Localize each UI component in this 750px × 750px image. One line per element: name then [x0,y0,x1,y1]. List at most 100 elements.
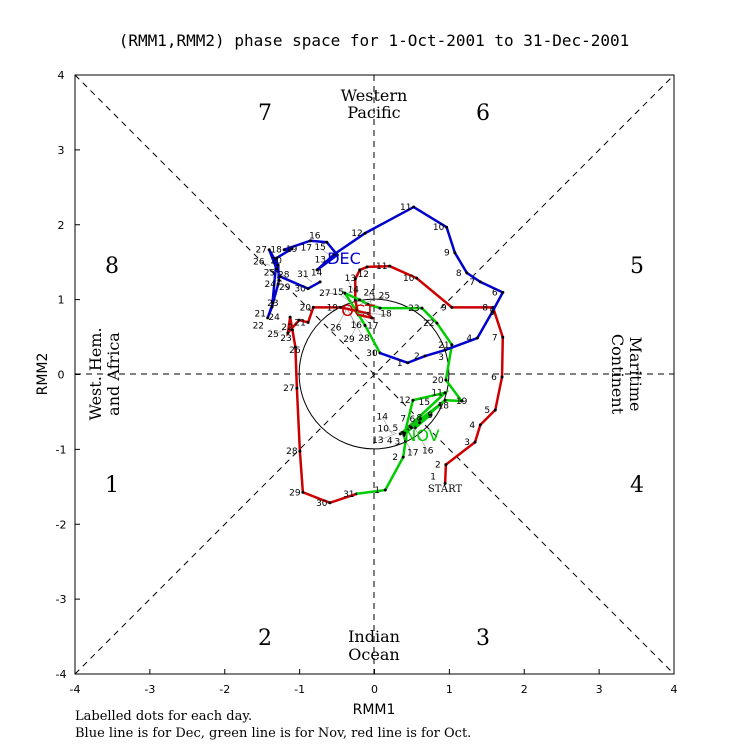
day-label: 7 [492,333,498,343]
day-dot [501,335,505,339]
day-dot [445,225,449,229]
region-label-bottom: Indian [348,627,400,646]
day-label-leader [337,292,348,301]
day-label: 6 [410,415,416,425]
day-dot [358,298,362,302]
day-label: 3 [395,437,401,447]
day-dot [366,311,370,315]
month-label-oct: OCT [341,301,375,320]
day-label: 6 [492,288,498,298]
day-dot [275,256,279,260]
day-label: 27 [319,289,330,299]
day-dot [450,305,454,309]
phase-label-1: 1 [105,473,119,498]
day-label: 2 [392,453,398,463]
day-label-leader [319,247,330,256]
day-label: 12 [399,396,410,406]
day-label: 3 [464,438,470,448]
day-dot [435,321,439,325]
x-tick-label: 3 [596,683,603,696]
unit-circle [298,298,450,450]
day-label: 18 [438,401,450,411]
day-dot [325,240,329,244]
day-label: 16 [422,446,434,456]
footer-note: Labelled dots for each day. [75,709,252,724]
day-label: 16 [309,231,321,241]
day-dot [277,278,281,282]
day-dot [398,432,402,436]
day-label-leader [411,422,429,452]
y-tick-label: -3 [56,593,67,606]
day-dot [295,386,299,390]
day-dot [288,315,292,319]
day-label-leader [272,329,285,336]
region-label-right: Continent [608,334,627,415]
day-label: 11 [400,203,411,213]
lines-layer [74,74,675,675]
day-dot [278,275,282,279]
x-tick-label: 0 [371,683,378,696]
day-dot [401,455,405,459]
day-dot [420,306,424,310]
day-label-leader [399,430,413,454]
day-label: 13 [314,255,325,265]
day-label: 11 [431,389,442,399]
x-tick-label: -4 [70,683,81,696]
y-tick-label: -1 [56,443,67,456]
day-dot [378,306,382,310]
day-dot [406,428,410,432]
day-label: 1 [374,486,380,496]
day-dot [276,263,280,267]
day-label: 5 [484,406,490,416]
day-label: 24 [268,313,280,323]
region-label-bottom: Ocean [348,645,399,664]
day-label: 6 [491,373,497,383]
day-label: 23 [280,334,291,344]
day-label: 13 [372,436,383,446]
day-label: 3 [438,353,444,363]
day-label: 24 [264,280,276,290]
day-label: 19 [286,245,298,255]
day-label: 12 [358,270,369,280]
day-label: 17 [367,322,378,332]
day-label: 7 [400,415,406,425]
day-dot [428,413,432,417]
region-label-top: Western [341,86,408,105]
day-label-leader [348,325,358,341]
day-dot [270,305,274,309]
day-dot [383,488,387,492]
day-label: 19 [456,397,468,407]
day-dot [266,316,270,320]
day-label: 26 [253,257,265,267]
day-label: 28 [286,447,298,457]
day-label: 4 [469,421,475,431]
day-dot [408,424,412,428]
chart-title: (RMM1,RMM2) phase space for 1-Oct-2001 t… [119,31,630,50]
y-axis-label: RMM2 [35,353,51,396]
day-label: 22 [423,319,434,329]
day-label: 18 [380,309,392,319]
day-dot [443,391,447,395]
day-dot [290,328,294,332]
day-dot [388,264,392,268]
day-label: 5 [489,308,495,318]
day-dot [444,463,448,467]
day-dot [418,417,422,421]
day-dot [450,343,454,347]
day-label: 25 [267,330,278,340]
y-tick-label: 0 [58,369,65,382]
day-dot [332,252,336,256]
day-label-leader [359,296,385,305]
day-label: 2 [435,461,441,471]
day-dot [311,305,315,309]
day-dot [301,490,305,494]
day-dot [297,318,301,322]
day-dot [353,277,357,281]
day-dot [411,398,415,402]
phase-label-4: 4 [630,473,644,498]
day-label: 9 [427,411,433,421]
y-tick-label: 3 [58,144,65,157]
region-label-left: and Africa [104,332,123,416]
day-label: 4 [387,437,393,447]
